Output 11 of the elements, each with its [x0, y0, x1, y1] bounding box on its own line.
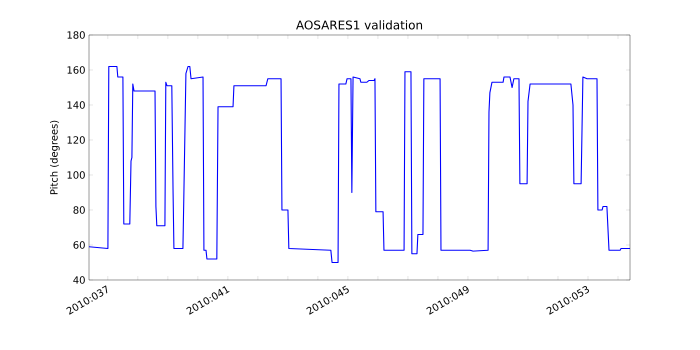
- y-tick-label: 40: [73, 276, 85, 284]
- line-series: [89, 66, 630, 264]
- y-tick-label: 100: [68, 171, 85, 179]
- chart-title: AOSARES1 validation: [296, 20, 422, 30]
- y-tick-label: 180: [68, 31, 85, 39]
- y-tick-label: 80: [73, 206, 85, 214]
- y-axis-title: Pitch (degrees): [50, 120, 60, 194]
- y-tick-label: 160: [68, 66, 85, 74]
- y-tick-label: 60: [74, 241, 85, 249]
- y-tick-label: 140: [68, 101, 85, 109]
- y-tick-label: 120: [68, 136, 85, 144]
